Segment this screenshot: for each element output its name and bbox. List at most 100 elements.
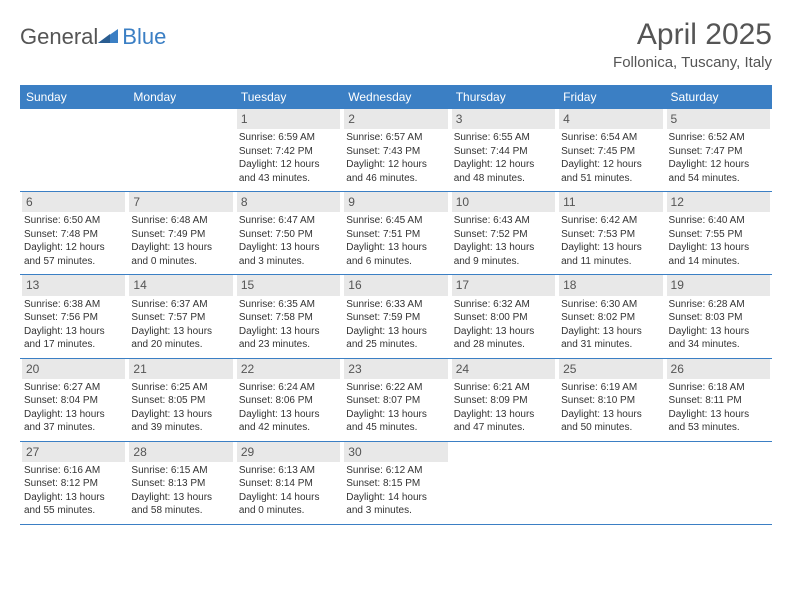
calendar-day-cell: 1Sunrise: 6:59 AMSunset: 7:42 PMDaylight… <box>235 109 342 192</box>
day-details: Sunrise: 6:27 AMSunset: 8:04 PMDaylight:… <box>22 381 125 435</box>
calendar-day-cell: 4Sunrise: 6:54 AMSunset: 7:45 PMDaylight… <box>557 109 664 192</box>
day-number: 7 <box>129 192 232 212</box>
brand-part1: General <box>20 24 98 50</box>
day-details: Sunrise: 6:28 AMSunset: 8:03 PMDaylight:… <box>667 298 770 352</box>
calendar-day-cell: 2Sunrise: 6:57 AMSunset: 7:43 PMDaylight… <box>342 109 449 192</box>
calendar-day-cell <box>665 441 772 524</box>
calendar-day-cell: 5Sunrise: 6:52 AMSunset: 7:47 PMDaylight… <box>665 109 772 192</box>
day-number: 13 <box>22 275 125 295</box>
calendar-day-cell: 20Sunrise: 6:27 AMSunset: 8:04 PMDayligh… <box>20 358 127 441</box>
brand-part2: Blue <box>122 24 166 50</box>
day-details: Sunrise: 6:22 AMSunset: 8:07 PMDaylight:… <box>344 381 447 435</box>
day-details: Sunrise: 6:47 AMSunset: 7:50 PMDaylight:… <box>237 214 340 268</box>
day-number: 3 <box>452 109 555 129</box>
day-details: Sunrise: 6:24 AMSunset: 8:06 PMDaylight:… <box>237 381 340 435</box>
calendar-day-cell: 8Sunrise: 6:47 AMSunset: 7:50 PMDaylight… <box>235 192 342 275</box>
day-details: Sunrise: 6:15 AMSunset: 8:13 PMDaylight:… <box>129 464 232 518</box>
calendar-day-cell <box>127 109 234 192</box>
calendar-day-cell: 16 Sunrise: 6:33 AMSunset: 7:59 PMDayligh… <box>342 275 449 358</box>
calendar-header-row: SundayMondayTuesdayWednesdayThursdayFrid… <box>20 85 772 109</box>
day-number: 23 <box>344 359 447 379</box>
day-details: Sunrise: 6:21 AMSunset: 8:09 PMDaylight:… <box>452 381 555 435</box>
page-header: General Blue April 2025 Follonica, Tusca… <box>20 18 772 71</box>
day-details: Sunrise: 6:59 AMSunset: 7:42 PMDaylight:… <box>237 131 340 185</box>
day-number: 20 <box>22 359 125 379</box>
calendar-dayheader: Monday <box>127 85 234 109</box>
location-label: Follonica, Tuscany, Italy <box>613 54 772 71</box>
calendar-day-cell: 23Sunrise: 6:22 AMSunset: 8:07 PMDayligh… <box>342 358 449 441</box>
day-details: Sunrise: 6:48 AMSunset: 7:49 PMDaylight:… <box>129 214 232 268</box>
calendar-week-row: 1Sunrise: 6:59 AMSunset: 7:42 PMDaylight… <box>20 109 772 192</box>
day-details: Sunrise: 6:16 AMSunset: 8:12 PMDaylight:… <box>22 464 125 518</box>
empty-day <box>452 442 555 460</box>
day-details: Sunrise: 6:38 AMSunset: 7:56 PMDaylight:… <box>22 298 125 352</box>
day-number: 9 <box>344 192 447 212</box>
calendar-day-cell: 17 Sunrise: 6:32 AMSunset: 8:00 PMDayligh… <box>450 275 557 358</box>
calendar-body: 1Sunrise: 6:59 AMSunset: 7:42 PMDaylight… <box>20 109 772 524</box>
empty-day <box>129 109 232 127</box>
day-number: 15 <box>237 275 340 295</box>
calendar-day-cell: 14Sunrise: 6:37 AMSunset: 7:57 PMDayligh… <box>127 275 234 358</box>
calendar-day-cell: 12Sunrise: 6:40 AMSunset: 7:55 PMDayligh… <box>665 192 772 275</box>
day-details: Sunrise: 6:19 AMSunset: 8:10 PMDaylight:… <box>559 381 662 435</box>
day-number: 6 <box>22 192 125 212</box>
day-details: Sunrise: 6:30 AMSunset: 8:02 PMDaylight:… <box>559 298 662 352</box>
day-details: Sunrise: 6:45 AMSunset: 7:51 PMDaylight:… <box>344 214 447 268</box>
calendar-day-cell: 18 Sunrise: 6:30 AMSunset: 8:02 PMDayligh… <box>557 275 664 358</box>
day-details: Sunrise: 6:42 AMSunset: 7:53 PMDaylight:… <box>559 214 662 268</box>
day-number: 27 <box>22 442 125 462</box>
day-number: 4 <box>559 109 662 129</box>
day-details: Sunrise: 6:35 AMSunset: 7:58 PMDaylight:… <box>237 298 340 352</box>
calendar-dayheader: Saturday <box>665 85 772 109</box>
day-details: Sunrise: 6:57 AMSunset: 7:43 PMDaylight:… <box>344 131 447 185</box>
day-number: 28 <box>129 442 232 462</box>
day-details: Sunrise: 6:40 AMSunset: 7:55 PMDaylight:… <box>667 214 770 268</box>
calendar-day-cell: 11Sunrise: 6:42 AMSunset: 7:53 PMDayligh… <box>557 192 664 275</box>
calendar-day-cell: 25Sunrise: 6:19 AMSunset: 8:10 PMDayligh… <box>557 358 664 441</box>
day-details: Sunrise: 6:33 AMSunset: 7:59 PMDaylight:… <box>344 298 447 352</box>
day-number: 18 <box>559 275 662 295</box>
day-number: 24 <box>452 359 555 379</box>
day-details: Sunrise: 6:25 AMSunset: 8:05 PMDaylight:… <box>129 381 232 435</box>
day-number: 16 <box>344 275 447 295</box>
calendar-day-cell <box>557 441 664 524</box>
calendar-table: SundayMondayTuesdayWednesdayThursdayFrid… <box>20 85 772 525</box>
calendar-day-cell: 30Sunrise: 6:12 AMSunset: 8:15 PMDayligh… <box>342 441 449 524</box>
day-details: Sunrise: 6:55 AMSunset: 7:44 PMDaylight:… <box>452 131 555 185</box>
calendar-dayheader: Wednesday <box>342 85 449 109</box>
calendar-day-cell: 3Sunrise: 6:55 AMSunset: 7:44 PMDaylight… <box>450 109 557 192</box>
day-number: 8 <box>237 192 340 212</box>
day-number: 25 <box>559 359 662 379</box>
day-number: 14 <box>129 275 232 295</box>
calendar-day-cell: 27Sunrise: 6:16 AMSunset: 8:12 PMDayligh… <box>20 441 127 524</box>
day-details: Sunrise: 6:12 AMSunset: 8:15 PMDaylight:… <box>344 464 447 518</box>
calendar-day-cell: 21Sunrise: 6:25 AMSunset: 8:05 PMDayligh… <box>127 358 234 441</box>
empty-day <box>22 109 125 127</box>
triangle-icon <box>98 27 120 50</box>
day-number: 26 <box>667 359 770 379</box>
calendar-day-cell: 26Sunrise: 6:18 AMSunset: 8:11 PMDayligh… <box>665 358 772 441</box>
calendar-day-cell <box>450 441 557 524</box>
calendar-day-cell: 7Sunrise: 6:48 AMSunset: 7:49 PMDaylight… <box>127 192 234 275</box>
day-details: Sunrise: 6:32 AMSunset: 8:00 PMDaylight:… <box>452 298 555 352</box>
day-number: 22 <box>237 359 340 379</box>
day-details: Sunrise: 6:50 AMSunset: 7:48 PMDaylight:… <box>22 214 125 268</box>
calendar-dayheader: Friday <box>557 85 664 109</box>
day-number: 17 <box>452 275 555 295</box>
day-number: 1 <box>237 109 340 129</box>
day-details: Sunrise: 6:52 AMSunset: 7:47 PMDaylight:… <box>667 131 770 185</box>
calendar-week-row: 20Sunrise: 6:27 AMSunset: 8:04 PMDayligh… <box>20 358 772 441</box>
calendar-day-cell: 6Sunrise: 6:50 AMSunset: 7:48 PMDaylight… <box>20 192 127 275</box>
day-number: 29 <box>237 442 340 462</box>
calendar-week-row: 13 Sunrise: 6:38 AMSunset: 7:56 PMDayligh… <box>20 275 772 358</box>
day-number: 30 <box>344 442 447 462</box>
calendar-week-row: 27Sunrise: 6:16 AMSunset: 8:12 PMDayligh… <box>20 441 772 524</box>
month-title: April 2025 <box>613 18 772 52</box>
day-number: 19 <box>667 275 770 295</box>
calendar-dayheader: Tuesday <box>235 85 342 109</box>
calendar-dayheader: Thursday <box>450 85 557 109</box>
day-number: 12 <box>667 192 770 212</box>
day-details: Sunrise: 6:54 AMSunset: 7:45 PMDaylight:… <box>559 131 662 185</box>
calendar-day-cell: 22Sunrise: 6:24 AMSunset: 8:06 PMDayligh… <box>235 358 342 441</box>
day-details: Sunrise: 6:13 AMSunset: 8:14 PMDaylight:… <box>237 464 340 518</box>
